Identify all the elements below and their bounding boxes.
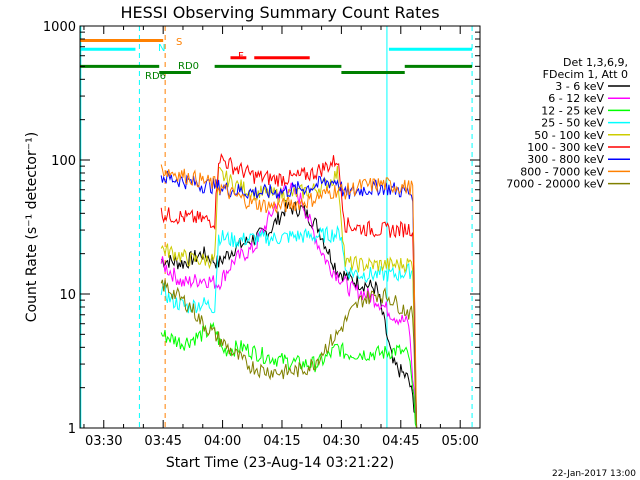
legend-label: 12 - 25 keV bbox=[541, 104, 604, 117]
x-tick-label: 04:30 bbox=[323, 434, 360, 449]
flag-label-rd0: RD0 bbox=[178, 61, 199, 72]
series-line-7 bbox=[160, 164, 418, 429]
legend-label: 50 - 100 keV bbox=[534, 129, 604, 142]
x-tick-label: 03:45 bbox=[144, 434, 181, 449]
chart-title: HESSI Observing Summary Count Rates bbox=[120, 3, 439, 22]
series-line-3 bbox=[160, 224, 418, 429]
series-line-5 bbox=[160, 153, 418, 429]
y-tick-label: 1 bbox=[68, 422, 76, 437]
flag-label-rd6: RD6 bbox=[145, 71, 166, 82]
flag-label-s: S bbox=[176, 37, 182, 48]
series-line-6 bbox=[160, 170, 418, 429]
x-axis: 03:30 03:45 04:00 04:15 04:30 04:45 05:00 bbox=[83, 26, 479, 449]
legend-label: 6 - 12 keV bbox=[548, 92, 604, 105]
plot-layer: SN F RD0 RD6 bbox=[80, 26, 473, 429]
footer-date: 22-Jan-2017 13:00 bbox=[552, 469, 636, 479]
series-line-4 bbox=[160, 165, 418, 429]
x-tick-label: 04:45 bbox=[382, 434, 419, 449]
series-line-2 bbox=[160, 321, 418, 429]
y-tick-label: 10 bbox=[59, 288, 76, 303]
legend-header: Det 1,3,6,9, bbox=[563, 56, 628, 69]
legend-header: FDecim 1, Att 0 bbox=[543, 68, 628, 81]
x-tick-label: 03:30 bbox=[85, 434, 122, 449]
legend-label: 800 - 7000 keV bbox=[520, 165, 604, 178]
flag-label-n: N bbox=[158, 43, 165, 54]
legend-label: 25 - 50 keV bbox=[541, 117, 604, 130]
y-tick-label: 100 bbox=[51, 154, 76, 169]
y-axis: 1 10 100 1000 bbox=[43, 20, 480, 437]
legend-label: 3 - 6 keV bbox=[555, 80, 604, 93]
y-axis-label: Count Rate (s⁻¹ detector⁻¹) bbox=[24, 132, 40, 322]
x-tick-label: 04:00 bbox=[204, 434, 241, 449]
y-tick-label: 1000 bbox=[43, 20, 76, 35]
legend-label: 100 - 300 keV bbox=[527, 141, 604, 154]
x-tick-label: 05:00 bbox=[441, 434, 478, 449]
flag-label-f: F bbox=[238, 51, 244, 62]
legend-label: 300 - 800 keV bbox=[527, 153, 604, 166]
plot-frame bbox=[79, 25, 481, 429]
legend-label: 7000 - 20000 keV bbox=[506, 178, 604, 191]
x-tick-label: 04:15 bbox=[263, 434, 300, 449]
x-axis-label: Start Time (23-Aug-14 03:21:22) bbox=[166, 455, 394, 471]
series-line-8 bbox=[160, 279, 418, 429]
